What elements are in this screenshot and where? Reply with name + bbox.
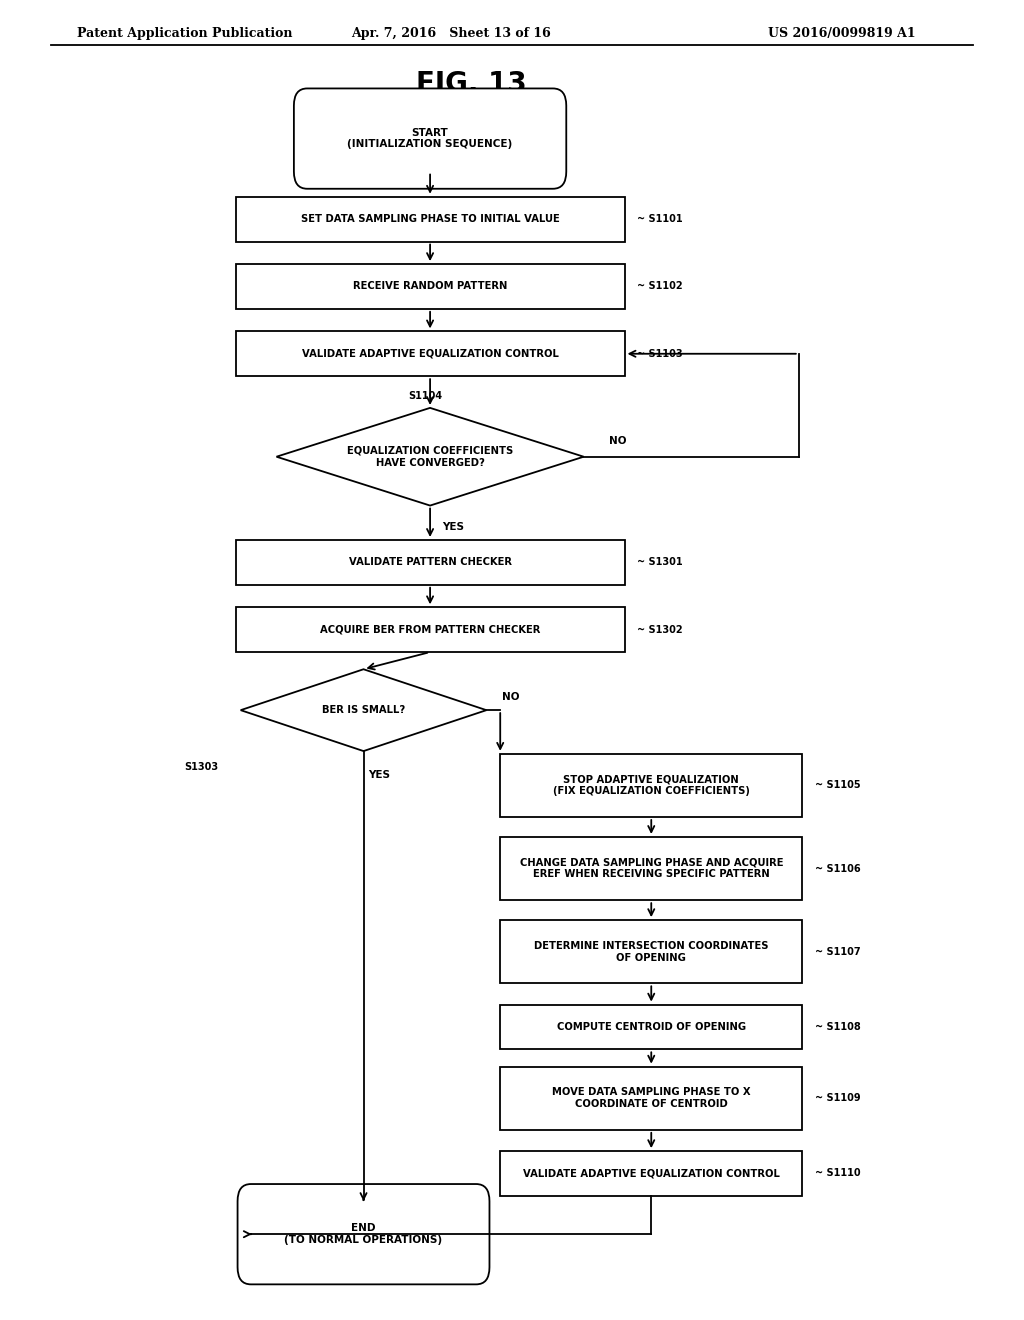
Text: COMPUTE CENTROID OF OPENING: COMPUTE CENTROID OF OPENING — [557, 1022, 745, 1032]
Text: ~ S1105: ~ S1105 — [815, 780, 860, 791]
Text: VALIDATE ADAPTIVE EQUALIZATION CONTROL: VALIDATE ADAPTIVE EQUALIZATION CONTROL — [523, 1168, 779, 1179]
FancyBboxPatch shape — [294, 88, 566, 189]
FancyBboxPatch shape — [501, 754, 803, 817]
Text: NO: NO — [502, 692, 519, 702]
FancyBboxPatch shape — [236, 331, 625, 376]
Text: Apr. 7, 2016   Sheet 13 of 16: Apr. 7, 2016 Sheet 13 of 16 — [350, 26, 551, 40]
FancyBboxPatch shape — [501, 1151, 803, 1196]
FancyBboxPatch shape — [501, 920, 803, 983]
Text: US 2016/0099819 A1: US 2016/0099819 A1 — [768, 26, 915, 40]
FancyBboxPatch shape — [236, 540, 625, 585]
Text: ~ S1108: ~ S1108 — [815, 1022, 860, 1032]
Text: MOVE DATA SAMPLING PHASE TO X
COORDINATE OF CENTROID: MOVE DATA SAMPLING PHASE TO X COORDINATE… — [552, 1088, 751, 1109]
Text: START
(INITIALIZATION SEQUENCE): START (INITIALIZATION SEQUENCE) — [347, 128, 513, 149]
Text: ~ S1302: ~ S1302 — [637, 624, 683, 635]
Text: ~ S1103: ~ S1103 — [637, 348, 683, 359]
Text: BER IS SMALL?: BER IS SMALL? — [322, 705, 406, 715]
Text: ~ S1106: ~ S1106 — [815, 863, 860, 874]
Text: FIG. 13: FIG. 13 — [416, 70, 526, 99]
FancyBboxPatch shape — [501, 1005, 803, 1049]
Text: ~ S1102: ~ S1102 — [637, 281, 683, 292]
Text: YES: YES — [442, 521, 464, 532]
FancyBboxPatch shape — [501, 1067, 803, 1130]
FancyBboxPatch shape — [236, 607, 625, 652]
Text: S1104: S1104 — [408, 391, 442, 401]
Polygon shape — [276, 408, 584, 506]
Text: END
(TO NORMAL OPERATIONS): END (TO NORMAL OPERATIONS) — [285, 1224, 442, 1245]
Text: ~ S1301: ~ S1301 — [637, 557, 683, 568]
Text: VALIDATE ADAPTIVE EQUALIZATION CONTROL: VALIDATE ADAPTIVE EQUALIZATION CONTROL — [302, 348, 558, 359]
Text: YES: YES — [369, 770, 390, 780]
Text: ~ S1107: ~ S1107 — [815, 946, 860, 957]
FancyBboxPatch shape — [501, 837, 803, 900]
Text: CHANGE DATA SAMPLING PHASE AND ACQUIRE
EREF WHEN RECEIVING SPECIFIC PATTERN: CHANGE DATA SAMPLING PHASE AND ACQUIRE E… — [519, 858, 783, 879]
Text: ~ S1110: ~ S1110 — [815, 1168, 860, 1179]
Text: S1303: S1303 — [184, 762, 218, 772]
FancyBboxPatch shape — [236, 197, 625, 242]
Text: EQUALIZATION COEFFICIENTS
HAVE CONVERGED?: EQUALIZATION COEFFICIENTS HAVE CONVERGED… — [347, 446, 513, 467]
Text: SET DATA SAMPLING PHASE TO INITIAL VALUE: SET DATA SAMPLING PHASE TO INITIAL VALUE — [301, 214, 559, 224]
Text: DETERMINE INTERSECTION COORDINATES
OF OPENING: DETERMINE INTERSECTION COORDINATES OF OP… — [534, 941, 769, 962]
Text: ~ S1101: ~ S1101 — [637, 214, 683, 224]
Polygon shape — [241, 669, 486, 751]
Text: Patent Application Publication: Patent Application Publication — [77, 26, 292, 40]
Text: NO: NO — [609, 436, 627, 446]
Text: ~ S1109: ~ S1109 — [815, 1093, 860, 1104]
Text: ACQUIRE BER FROM PATTERN CHECKER: ACQUIRE BER FROM PATTERN CHECKER — [319, 624, 541, 635]
FancyBboxPatch shape — [236, 264, 625, 309]
Text: RECEIVE RANDOM PATTERN: RECEIVE RANDOM PATTERN — [353, 281, 507, 292]
FancyBboxPatch shape — [238, 1184, 489, 1284]
Text: STOP ADAPTIVE EQUALIZATION
(FIX EQUALIZATION COEFFICIENTS): STOP ADAPTIVE EQUALIZATION (FIX EQUALIZA… — [553, 775, 750, 796]
Text: VALIDATE PATTERN CHECKER: VALIDATE PATTERN CHECKER — [348, 557, 512, 568]
